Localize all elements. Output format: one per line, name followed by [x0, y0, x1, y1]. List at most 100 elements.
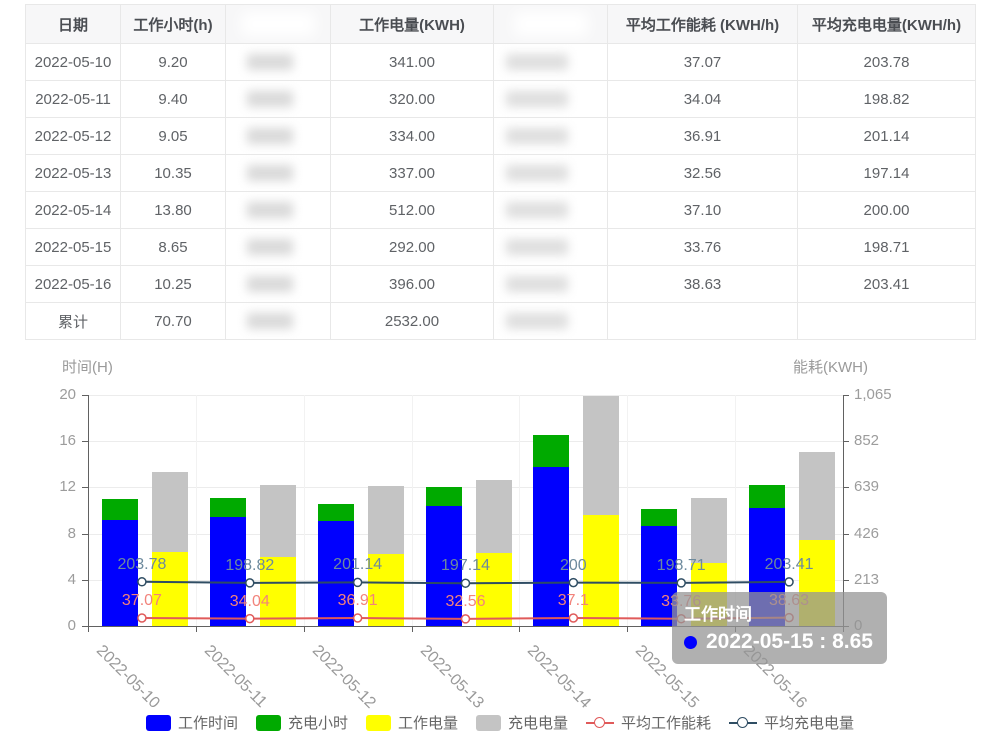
value-label-avg-work-energy: 32.56	[445, 592, 486, 610]
table-cell: 197.14	[797, 154, 976, 192]
legend-item-avg-charge-energy[interactable]: 平均充电电量	[729, 712, 854, 733]
left-axis-label: 16	[59, 432, 76, 450]
legend-label: 平均工作能耗	[621, 715, 712, 732]
legend-swatch-charge-hours-icon	[255, 714, 281, 731]
marker-avg-work-energy[interactable]	[245, 613, 255, 624]
bar-charge-energy[interactable]	[367, 485, 404, 554]
legend-item-avg-work-energy[interactable]: 平均工作能耗	[586, 712, 711, 733]
x-axis-tick	[303, 626, 305, 632]
table-cell: 2532.00	[330, 302, 494, 340]
table-cell: 2022-05-16	[25, 265, 121, 303]
table-row: 2022-05-13 10.35 337.00 32.56 197.14	[25, 154, 976, 192]
table-cell: 37.07	[607, 43, 798, 81]
table-cell: 200.00	[797, 191, 976, 229]
table-cell: 341.00	[330, 43, 494, 81]
table-cell: 10.35	[120, 154, 226, 192]
marker-avg-work-energy[interactable]	[137, 613, 147, 623]
bar-charge-hours[interactable]	[209, 498, 246, 518]
bar-work-energy[interactable]	[151, 552, 188, 626]
table-header-cell: 工作电量(KWH)	[330, 4, 494, 44]
legend-item-charge-hours[interactable]: 充电小时	[255, 712, 348, 733]
x-axis-category-label: 2022-05-14	[524, 642, 595, 712]
x-axis-line	[88, 626, 844, 627]
table-cell: 70.70	[120, 302, 226, 340]
bar-charge-energy[interactable]	[691, 498, 728, 563]
bar-charge-energy[interactable]	[799, 451, 836, 541]
bar-work-time[interactable]	[533, 466, 570, 626]
table-header-cell	[225, 4, 331, 44]
bar-work-time[interactable]	[101, 519, 138, 626]
table-cell: 10.25	[120, 265, 226, 303]
value-label-avg-charge-energy: 201.14	[333, 556, 383, 574]
bar-charge-energy[interactable]	[259, 485, 296, 557]
table-cell	[225, 43, 331, 81]
table-row: 2022-05-15 8.65 292.00 33.76 198.71	[25, 228, 976, 266]
chart: 时间(H) 能耗(KWH) 工作时间 充电小时 工作电量 充电电量 平均工作能耗 平均充电…	[0, 350, 1000, 750]
table-cell	[797, 302, 976, 340]
left-axis-tick	[82, 487, 88, 489]
value-label-avg-work-energy: 37.07	[121, 591, 162, 609]
table-cell: 2022-05-11	[25, 80, 121, 118]
bar-work-energy[interactable]	[475, 552, 512, 626]
bar-charge-energy[interactable]	[151, 472, 188, 553]
redacted-value	[247, 128, 293, 144]
right-axis-tick	[843, 487, 849, 489]
redacted-value	[247, 202, 293, 218]
bar-charge-hours[interactable]	[425, 486, 462, 507]
right-axis-label: 1,065	[854, 386, 892, 403]
legend-item-work-energy[interactable]: 工作电量	[365, 712, 458, 733]
left-axis-label: 8	[67, 524, 76, 542]
table-cell: 2022-05-10	[25, 43, 121, 81]
bar-charge-energy[interactable]	[583, 396, 620, 515]
bar-work-energy[interactable]	[583, 514, 620, 626]
gridline	[88, 579, 843, 581]
bar-work-time[interactable]	[209, 517, 246, 626]
left-axis-label: 20	[59, 386, 76, 403]
bar-work-energy[interactable]	[367, 553, 404, 626]
legend-item-work-time[interactable]: 工作时间	[145, 712, 238, 733]
table-cell: 198.71	[797, 228, 976, 266]
gridline	[411, 395, 413, 626]
left-axis-tick	[82, 626, 88, 627]
bar-charge-energy[interactable]	[475, 480, 512, 553]
redacted-value	[247, 165, 293, 181]
bar-charge-hours[interactable]	[533, 434, 570, 467]
table-cell: 9.05	[120, 117, 226, 155]
left-axis-label: 4	[67, 570, 76, 588]
table-row: 2022-05-14 13.80 512.00 37.10 200.00	[25, 191, 976, 229]
tooltip-series-name: 工作时间	[684, 605, 752, 624]
table-cell: 2022-05-15	[25, 228, 121, 266]
table-cell	[493, 228, 608, 266]
left-axis-label: 0	[67, 617, 76, 634]
marker-avg-work-energy[interactable]	[460, 614, 471, 624]
legend-line-marker	[737, 716, 749, 728]
redacted-value	[505, 239, 568, 255]
x-axis-category-label: 2022-05-13	[416, 642, 487, 712]
bar-charge-hours[interactable]	[101, 498, 138, 520]
table-row: 2022-05-10 9.20 341.00 37.07 203.78	[25, 43, 976, 81]
table-cell	[493, 154, 608, 192]
bar-charge-hours[interactable]	[317, 503, 354, 522]
table-cell: 2022-05-12	[25, 117, 121, 155]
right-axis-tick	[843, 395, 849, 396]
right-axis-tick	[843, 579, 849, 581]
value-label-avg-charge-energy: 203.78	[117, 555, 167, 573]
bar-charge-hours[interactable]	[749, 484, 786, 508]
bar-work-energy[interactable]	[259, 556, 296, 626]
table-cell: 320.00	[330, 80, 494, 118]
table-cell: 37.10	[607, 191, 798, 229]
legend-item-charge-energy[interactable]: 充电电量	[476, 712, 568, 733]
left-axis-line	[88, 395, 89, 626]
table-header-cell: 平均工作能耗 (KWH/h)	[607, 4, 798, 44]
marker-avg-work-energy[interactable]	[568, 613, 579, 623]
bar-charge-hours[interactable]	[641, 508, 678, 527]
left-axis-tick	[82, 579, 88, 581]
left-axis-tick	[82, 533, 88, 535]
table-cell: 203.78	[797, 43, 976, 81]
table-cell	[225, 302, 331, 340]
bar-work-time[interactable]	[425, 506, 462, 626]
marker-avg-work-energy[interactable]	[352, 613, 363, 623]
legend-swatch-work-time-icon	[145, 714, 171, 731]
bar-work-time[interactable]	[641, 526, 678, 626]
bar-work-time[interactable]	[317, 521, 354, 626]
